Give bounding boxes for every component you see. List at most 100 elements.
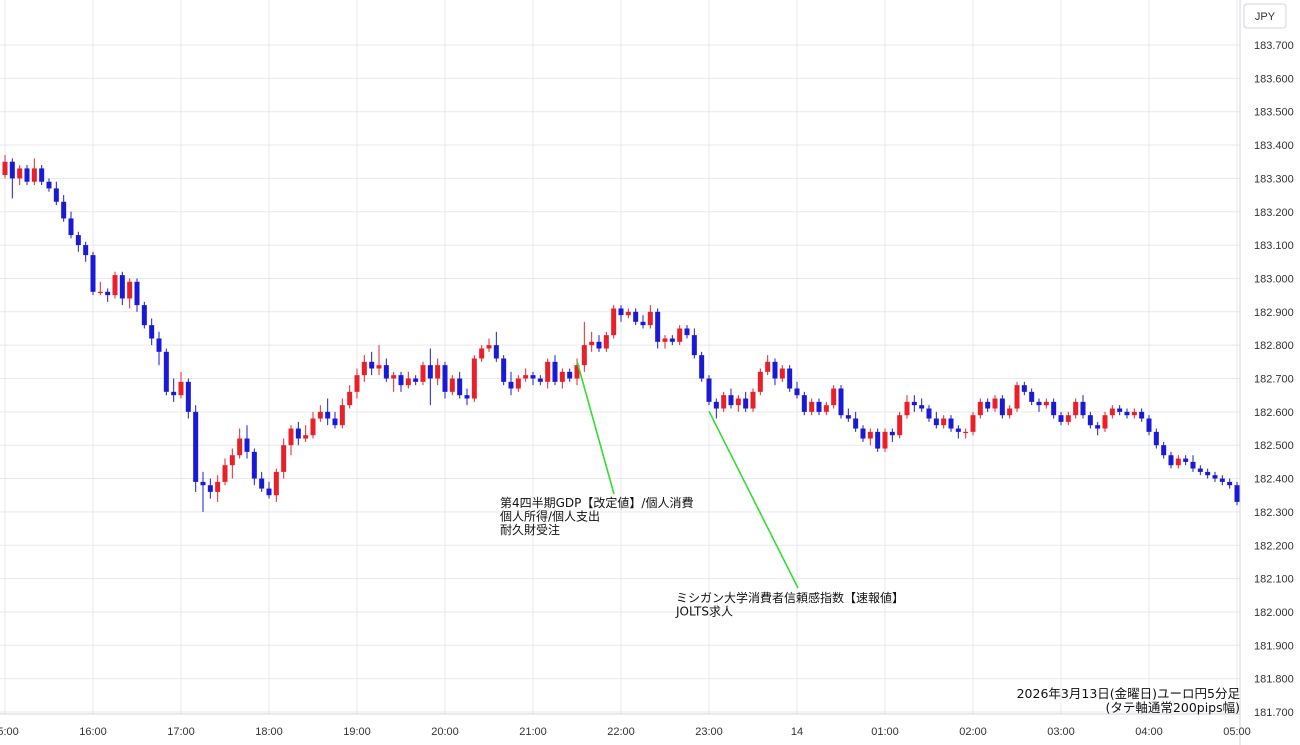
- candle: [244, 425, 250, 459]
- candle-body: [46, 181, 52, 189]
- candle-body: [1131, 411, 1137, 416]
- candle-body: [288, 428, 294, 446]
- candle-body: [39, 168, 45, 182]
- candle: [1234, 481, 1240, 506]
- candle-body: [185, 381, 191, 412]
- candle: [207, 478, 213, 499]
- candle-body: [31, 168, 37, 182]
- candle-body: [552, 361, 558, 382]
- candle-body: [405, 378, 411, 386]
- candle-body: [134, 281, 140, 306]
- candle: [801, 391, 807, 416]
- candle-body: [420, 365, 426, 382]
- candle: [728, 388, 734, 409]
- candle: [361, 355, 367, 382]
- candle: [1117, 405, 1123, 416]
- candle-body: [757, 371, 763, 392]
- candle-body: [83, 245, 89, 256]
- candle-body: [325, 411, 331, 419]
- candle: [75, 231, 81, 252]
- candle: [897, 411, 903, 439]
- candle-body: [171, 391, 177, 396]
- candle: [493, 331, 499, 362]
- candle-body: [471, 358, 477, 399]
- candle-body: [596, 341, 602, 349]
- candle: [823, 401, 829, 416]
- candle: [237, 428, 243, 459]
- candle: [523, 368, 529, 382]
- candle-body: [523, 375, 529, 379]
- candle-body: [1073, 401, 1079, 416]
- candle-body: [479, 348, 485, 359]
- candle: [354, 368, 360, 399]
- candle-body: [273, 471, 279, 496]
- price-tick-label: 182.400: [1254, 474, 1294, 486]
- annotations: 第4四半期GDP【改定値】/個人消費個人所得/個人支出耐久財受注ミシガン大学消費…: [500, 360, 904, 619]
- candle-body: [992, 398, 998, 409]
- time-tick-label: 19:00: [343, 726, 371, 738]
- time-tick-label: 01:00: [871, 726, 899, 738]
- candle: [383, 358, 389, 382]
- candle: [90, 251, 96, 296]
- candle: [669, 335, 675, 346]
- candle: [545, 358, 551, 389]
- currency-button[interactable]: [1243, 3, 1287, 29]
- candle-body: [156, 338, 162, 352]
- candle: [985, 398, 991, 412]
- candle: [904, 395, 910, 419]
- candle-body: [853, 418, 859, 429]
- candle-body: [735, 398, 741, 406]
- candle: [589, 331, 595, 352]
- candle: [537, 375, 543, 386]
- price-tick-label: 182.100: [1254, 574, 1294, 586]
- candle: [970, 411, 976, 436]
- candle: [735, 395, 741, 412]
- candle: [266, 481, 272, 499]
- candle: [17, 165, 23, 186]
- candle: [295, 421, 301, 446]
- candle: [625, 308, 631, 319]
- candle-body: [977, 401, 983, 416]
- candle: [530, 371, 536, 386]
- annotation-text: ミシガン大学消費者信頼感指数【速報値】: [676, 590, 904, 605]
- candle: [647, 305, 653, 329]
- candle-body: [904, 401, 910, 416]
- candle: [1102, 411, 1108, 432]
- candle: [772, 358, 778, 386]
- candle-body: [1190, 461, 1196, 469]
- candle-body: [347, 391, 353, 406]
- candle: [9, 158, 15, 199]
- candle: [97, 281, 103, 296]
- candle-body: [1051, 401, 1057, 416]
- price-tick-label: 183.700: [1254, 40, 1294, 52]
- candle-body: [486, 345, 492, 349]
- candle-body: [281, 445, 287, 472]
- candle: [706, 375, 712, 406]
- price-tick-label: 183.200: [1254, 207, 1294, 219]
- price-tick-label: 182.200: [1254, 540, 1294, 552]
- candle-body: [574, 365, 580, 379]
- candle-body: [823, 405, 829, 412]
- candle: [2, 155, 8, 179]
- candle: [941, 415, 947, 429]
- candle-body: [1212, 475, 1218, 479]
- candle: [288, 425, 294, 456]
- candle: [68, 211, 74, 239]
- candle-body: [787, 368, 793, 389]
- time-tick-label: 18:00: [255, 726, 283, 738]
- price-tick-label: 183.500: [1254, 107, 1294, 119]
- candle-body: [244, 438, 250, 452]
- candle: [193, 405, 199, 492]
- price-tick-label: 182.800: [1254, 340, 1294, 352]
- candle-body: [1219, 478, 1225, 482]
- candle-body: [17, 168, 23, 179]
- candle-body: [515, 378, 521, 389]
- price-tick-label: 183.400: [1254, 140, 1294, 152]
- candle-body: [530, 375, 536, 379]
- candle: [1197, 465, 1203, 476]
- candle-body: [1175, 458, 1181, 466]
- candle-body: [838, 388, 844, 416]
- candle: [1227, 478, 1233, 489]
- candle-body: [1095, 425, 1101, 429]
